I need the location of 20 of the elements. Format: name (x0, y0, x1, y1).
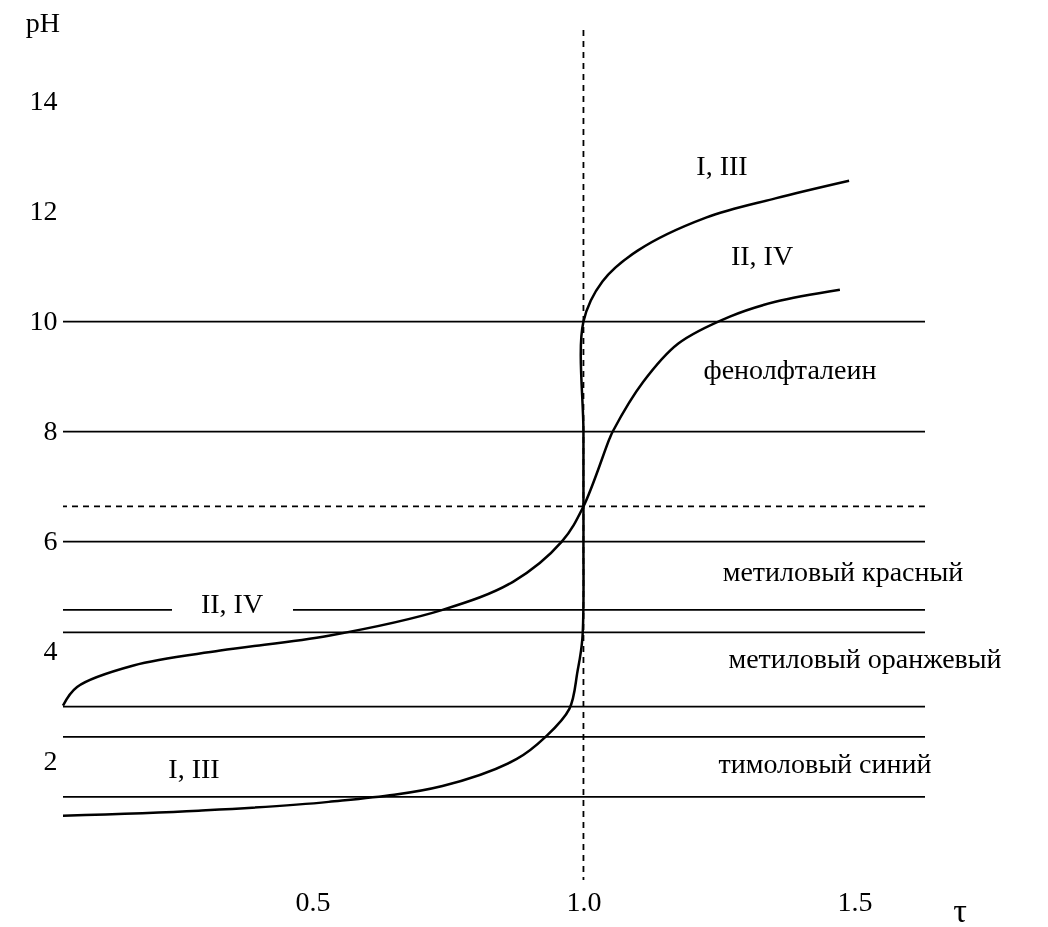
x-tick-label: 1.5 (837, 885, 873, 917)
x-tick-label: 1.0 (566, 885, 602, 917)
annotation: I, III (168, 753, 220, 784)
annotation: II, IV (200, 588, 264, 619)
annotation: I, III (696, 150, 748, 181)
y-tick-label: 8 (43, 415, 58, 447)
y-tick-label: 14 (29, 85, 58, 117)
x-tick-label: 0.5 (295, 885, 331, 917)
y-tick-label: 6 (43, 525, 58, 557)
y-tick-label: 2 (43, 745, 58, 777)
annotation: фенолфталеин (703, 354, 877, 385)
annotation: тимоловый синий (718, 748, 932, 779)
annotation: метиловый красный (722, 556, 964, 587)
x-axis-title: τ (953, 892, 967, 927)
annotation: II, IV (730, 240, 794, 271)
annotation: метиловый оранжевый (728, 643, 1002, 674)
y-tick-label: 10 (29, 305, 58, 337)
y-tick-label: 12 (29, 195, 58, 227)
y-tick-label: 4 (43, 635, 58, 667)
y-axis-title: pH (25, 7, 60, 38)
